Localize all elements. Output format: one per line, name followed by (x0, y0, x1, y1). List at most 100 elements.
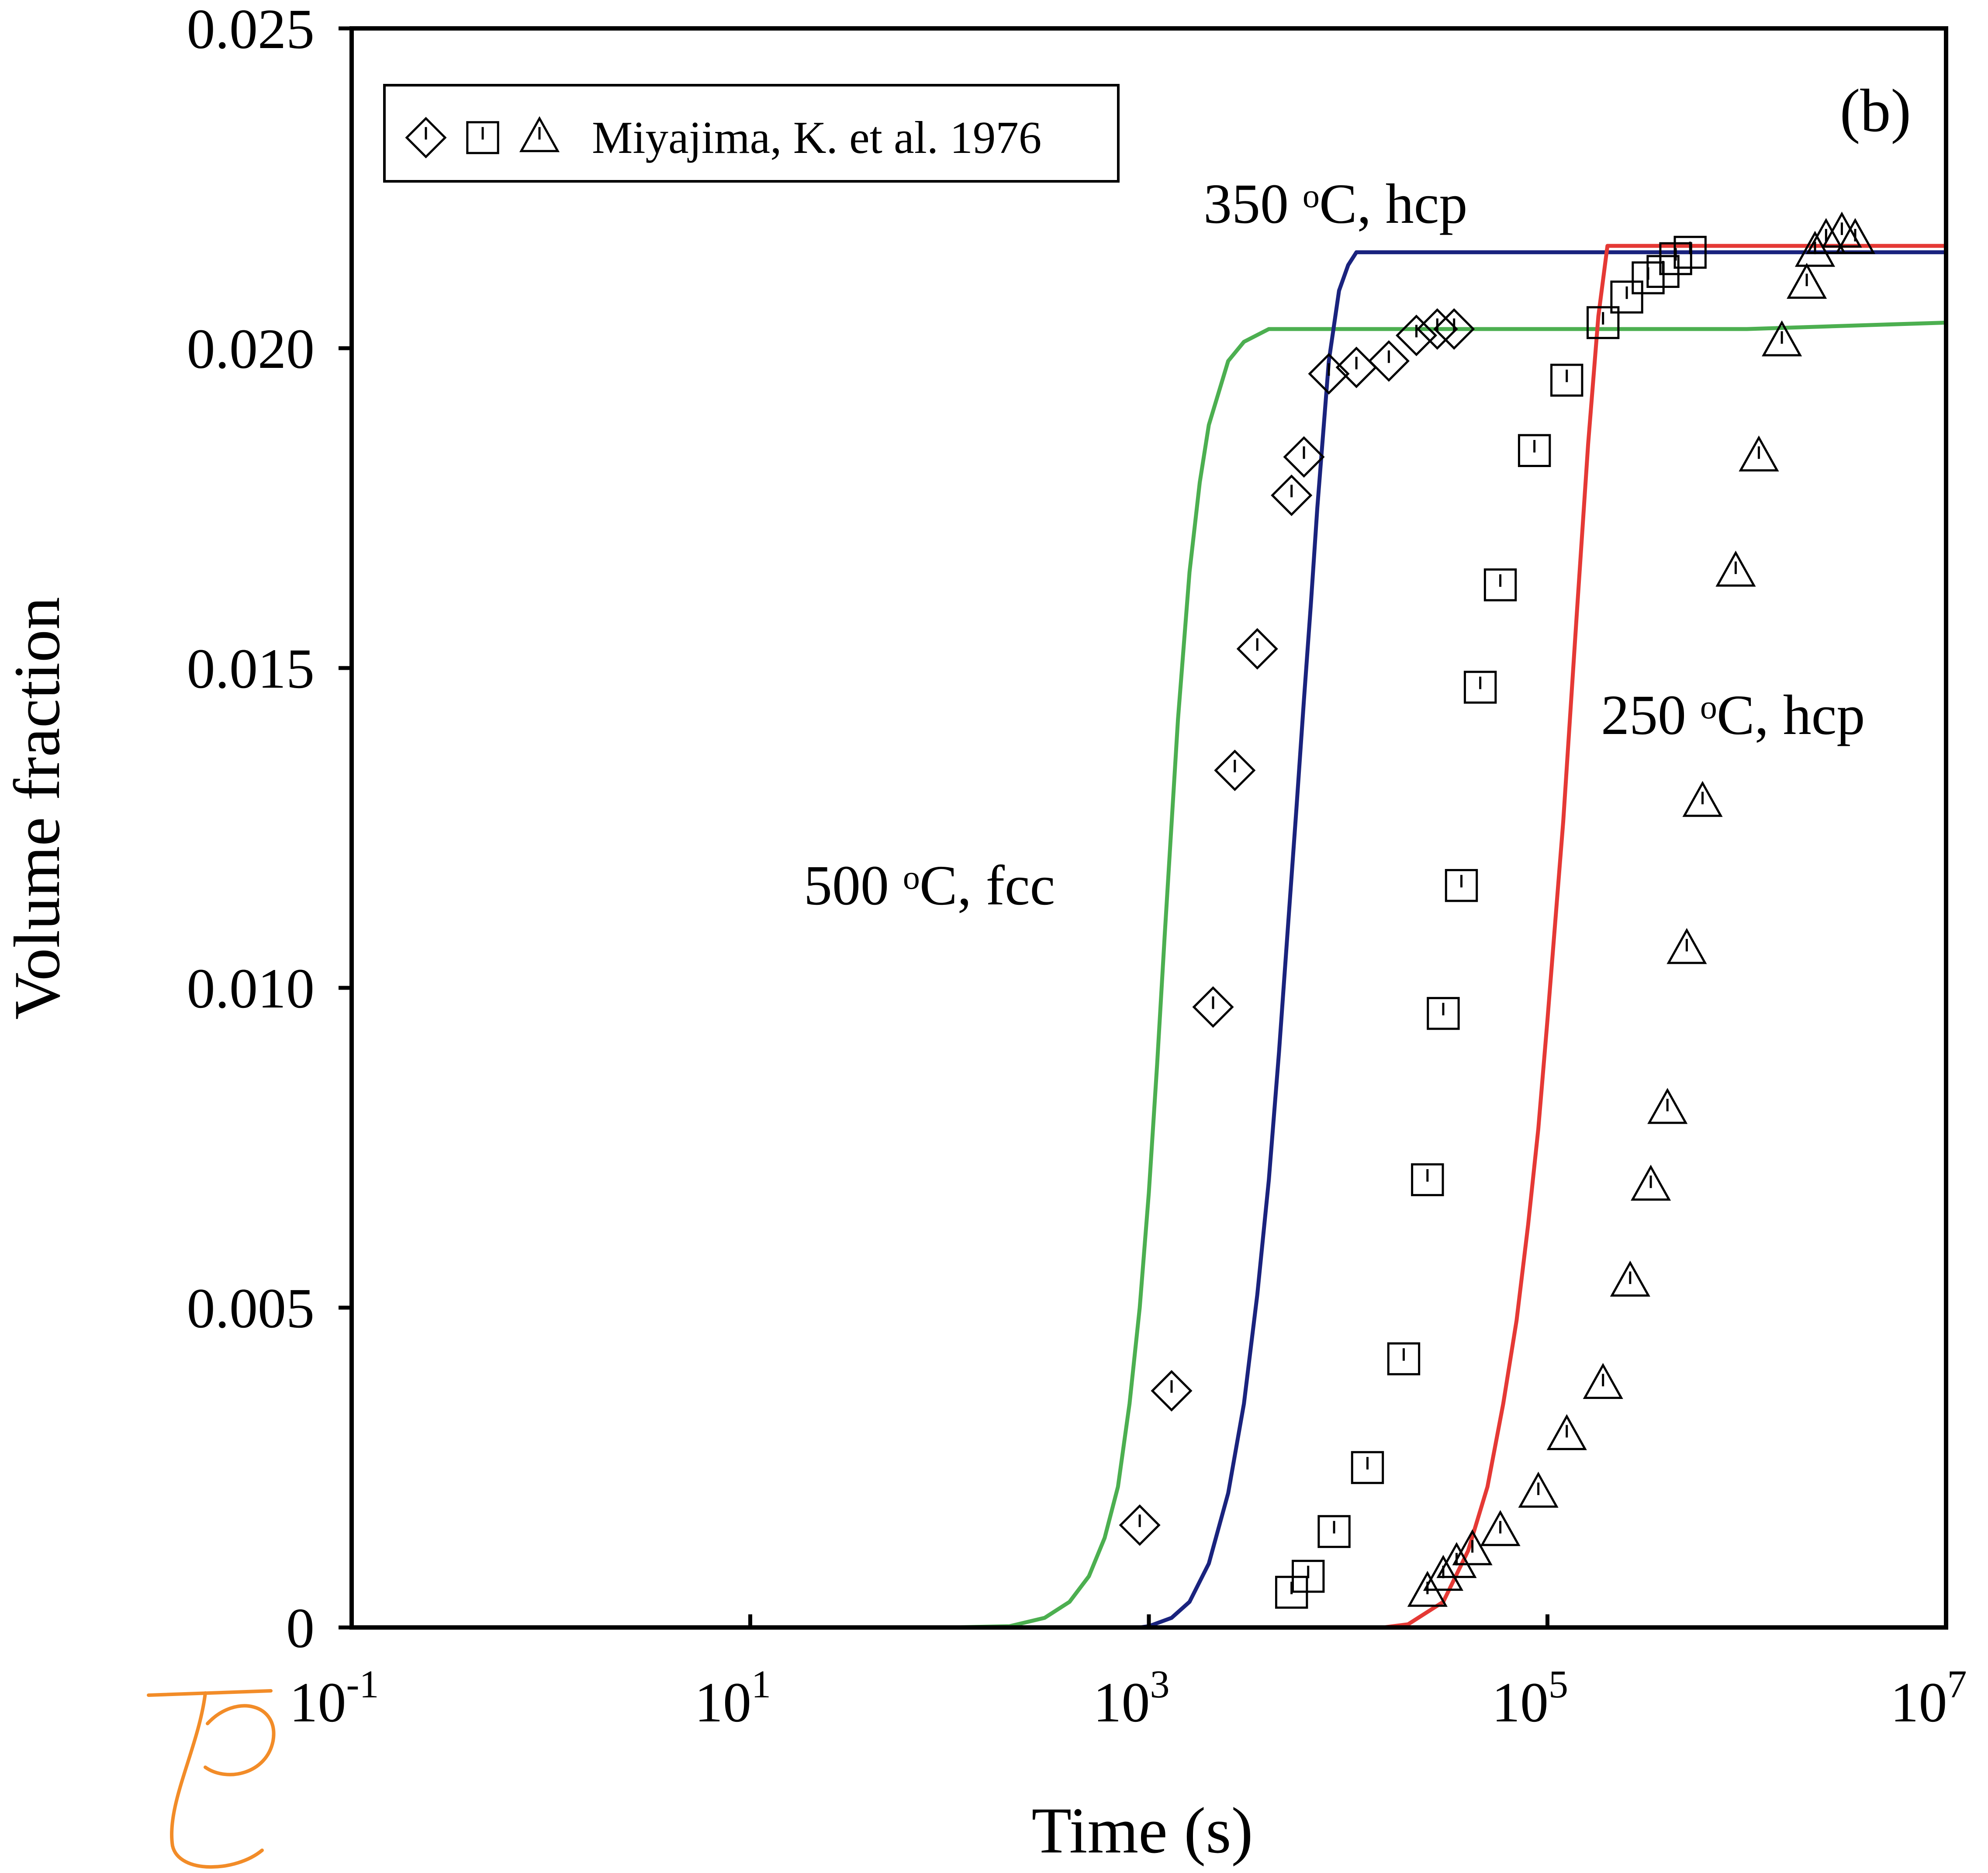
series-line-2 (1383, 244, 1946, 1627)
triangle-point-5 (1518, 1471, 1559, 1508)
square-marker (1317, 1515, 1351, 1548)
triangle-point-14 (1739, 435, 1779, 472)
x-tick-label: 10-1 (290, 1663, 379, 1734)
triangle-point-11 (1666, 928, 1707, 964)
diamond-marker (1236, 628, 1278, 670)
annotation-350C-hcp: 350 ᵒC, hcp (1203, 173, 1467, 235)
square-point-9 (1483, 568, 1517, 602)
triangle-point-7 (1583, 1363, 1623, 1399)
triangle-marker (1436, 1542, 1477, 1578)
plot-frame (349, 26, 1948, 1630)
square-point-5 (1411, 1163, 1444, 1196)
y-tick-label: 0.010 (187, 957, 315, 1020)
x-tick-label: 101 (695, 1663, 771, 1734)
square-marker (1445, 869, 1478, 902)
plot-layer (949, 211, 1946, 1627)
square-marker (1646, 255, 1680, 288)
triangle-marker (519, 116, 560, 152)
diamond-marker (1283, 436, 1325, 478)
square-marker (466, 121, 499, 154)
triangle-point-8 (1610, 1260, 1650, 1297)
square-marker (1463, 671, 1497, 704)
square-point-1 (1292, 1560, 1325, 1593)
triangle-point-15 (1762, 320, 1802, 357)
diamond-marker (1214, 749, 1256, 791)
diamond-marker (1151, 1370, 1193, 1412)
diamond-marker (1368, 340, 1410, 382)
triangle-marker (1794, 231, 1836, 267)
square-marker (1518, 434, 1551, 467)
square-marker (1673, 235, 1707, 269)
x-tick-label: 105 (1492, 1663, 1568, 1734)
square-point-4 (1387, 1342, 1421, 1375)
square-marker (1586, 306, 1620, 339)
triangle-marker (1822, 211, 1862, 248)
diamond-point-12 (1433, 308, 1475, 350)
diamond-point-10 (1395, 315, 1438, 357)
legend-box (383, 84, 1120, 183)
diamond-marker (1308, 353, 1350, 395)
diamond-point-1 (1151, 1370, 1193, 1412)
triangle-marker (1610, 1260, 1650, 1297)
annotation-500C-fcc: 500 ᵒC, fcc (804, 854, 1055, 917)
square-marker (1632, 261, 1665, 294)
diamond-point-9 (1368, 340, 1410, 382)
triangle-point-10 (1647, 1088, 1688, 1124)
legend: Miyajima, K. et al. 1976 (383, 84, 1120, 183)
square-point-0 (1275, 1575, 1308, 1609)
diamond-marker (1416, 308, 1458, 350)
diamond-point-11 (1416, 308, 1458, 350)
diamond-point-6 (1283, 436, 1325, 478)
plot-area (949, 211, 1946, 1627)
square-point-12 (1586, 306, 1620, 339)
square-marker (1292, 1560, 1325, 1593)
triangle-marker (1739, 435, 1779, 472)
annotation-250C-hcp: 250 ᵒC, hcp (1601, 684, 1865, 747)
triangle-point-19 (1822, 211, 1862, 248)
triangle-marker (1806, 218, 1846, 254)
legend-square-icon (466, 121, 499, 154)
triangle-marker (1647, 1088, 1688, 1124)
legend-diamond-icon (405, 117, 447, 159)
y-tick-label: 0 (286, 1597, 315, 1660)
square-point-11 (1550, 364, 1583, 397)
diamond-marker (405, 117, 447, 159)
triangle-point-16 (1787, 263, 1827, 299)
square-marker (1411, 1163, 1444, 1196)
triangle-point-13 (1715, 550, 1756, 587)
triangle-marker (1546, 1414, 1587, 1451)
triangle-point-18 (1806, 218, 1846, 254)
series-line-0 (949, 320, 1946, 1627)
panel-label: (b) (1840, 77, 1911, 145)
y-tick-label: 0.025 (187, 0, 315, 61)
diamond-point-2 (1192, 986, 1234, 1028)
square-point-10 (1518, 434, 1551, 467)
diamond-point-7 (1308, 353, 1350, 395)
square-marker (1483, 568, 1517, 602)
legend-markers (405, 116, 560, 159)
y-tick-label: 0.020 (187, 318, 315, 381)
square-point-17 (1673, 235, 1707, 269)
triangle-point-3 (1452, 1529, 1493, 1565)
triangle-marker (1631, 1164, 1671, 1201)
diamond-point-5 (1271, 474, 1313, 516)
x-axis-label: Time (s) (1031, 1794, 1253, 1867)
square-point-7 (1445, 869, 1478, 902)
triangle-marker (1480, 1510, 1521, 1546)
triangle-point-6 (1546, 1414, 1587, 1451)
diamond-point-0 (1119, 1504, 1161, 1546)
triangle-marker (1452, 1529, 1493, 1565)
square-point-2 (1317, 1515, 1351, 1548)
series-line-1 (1139, 250, 1946, 1627)
y-axis-label: Volume fraction (1, 597, 73, 1020)
x-tick-label: 107 (1891, 1663, 1967, 1734)
triangle-marker (1762, 320, 1802, 357)
y-tick-label: 0.005 (187, 1277, 315, 1340)
triangle-marker (1715, 550, 1756, 587)
legend-triangle-icon (519, 116, 560, 152)
square-marker (1351, 1451, 1384, 1484)
square-point-3 (1351, 1451, 1384, 1484)
diamond-marker (1433, 308, 1475, 350)
square-marker (1427, 997, 1460, 1030)
